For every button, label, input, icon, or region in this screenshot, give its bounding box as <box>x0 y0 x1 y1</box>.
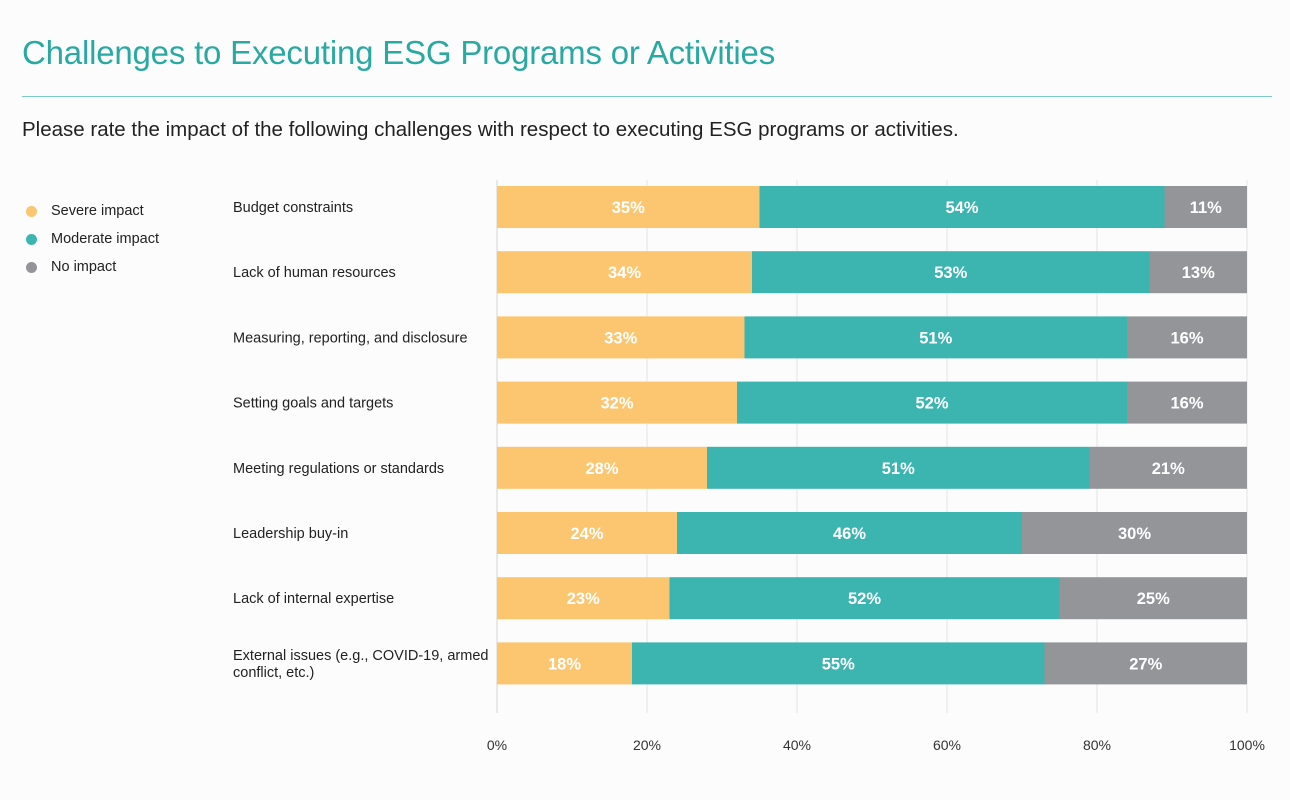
category-label: Setting goals and targets <box>233 396 393 412</box>
category-label-line: Leadership buy-in <box>233 526 348 542</box>
category-label: External issues (e.g., COVID-19, armed co… <box>233 648 488 681</box>
legend-swatch <box>26 261 37 273</box>
data-label: 16% <box>1170 329 1203 347</box>
data-label: 23% <box>567 590 600 608</box>
legend: Severe impact Moderate impact No impact <box>26 197 159 281</box>
data-label: 35% <box>612 199 645 217</box>
bar-segment <box>497 186 760 228</box>
legend-item: Moderate impact <box>26 225 159 253</box>
bar-segment <box>759 186 1165 228</box>
category-label-line: Budget constraints <box>233 200 353 216</box>
bar-segment <box>1127 316 1247 359</box>
bar-segment <box>632 642 1045 685</box>
bar-segment <box>707 446 1090 489</box>
data-label: 24% <box>570 525 603 543</box>
title-divider <box>22 96 1272 97</box>
x-tick-label: 40% <box>783 737 811 753</box>
data-label: 32% <box>600 395 633 413</box>
data-label: 51% <box>882 460 915 478</box>
bar-segment <box>752 251 1150 294</box>
x-tick-label: 20% <box>633 737 661 753</box>
legend-swatch <box>26 233 37 245</box>
category-label: Budget constraints <box>233 200 353 216</box>
category-label: Lack of human resources <box>233 265 396 281</box>
data-label: 30% <box>1118 525 1151 543</box>
category-label-line: Meeting regulations or standards <box>233 461 444 477</box>
chart-subtitle: Please rate the impact of the following … <box>22 118 959 141</box>
data-label: 28% <box>585 460 618 478</box>
bar-segment <box>1059 577 1247 620</box>
x-tick-label: 100% <box>1229 737 1265 753</box>
legend-label: Moderate impact <box>51 231 159 247</box>
data-label: 51% <box>919 329 952 347</box>
data-label: 54% <box>945 199 978 217</box>
category-label-line: Lack of internal expertise <box>233 591 394 607</box>
category-label-line: conflict, etc.) <box>233 665 314 681</box>
legend-item: No impact <box>26 253 159 281</box>
bar-segment <box>1044 642 1247 685</box>
bar-segment <box>1022 512 1247 554</box>
bar-segment <box>497 446 707 489</box>
legend-label: Severe impact <box>51 203 144 219</box>
chart-title: Challenges to Executing ESG Programs or … <box>22 34 776 71</box>
legend-item: Severe impact <box>26 197 159 225</box>
bar-segment <box>1149 251 1247 294</box>
data-label: 52% <box>848 590 881 608</box>
category-label: Meeting regulations or standards <box>233 461 444 477</box>
legend-label: No impact <box>51 259 117 275</box>
category-label: Measuring, reporting, and disclosure <box>233 330 468 346</box>
bar-segment <box>1164 186 1247 228</box>
bar-segment <box>497 512 677 554</box>
category-label: Lack of internal expertise <box>233 591 394 607</box>
data-label: 52% <box>915 395 948 413</box>
data-label: 13% <box>1182 264 1215 282</box>
x-tick-label: 80% <box>1083 737 1111 753</box>
bar-segment <box>1089 446 1247 489</box>
bar-segment <box>669 577 1060 620</box>
category-label: Leadership buy-in <box>233 526 348 542</box>
data-label: 21% <box>1152 460 1185 478</box>
category-label-line: Lack of human resources <box>233 265 396 281</box>
legend-swatch <box>26 205 37 217</box>
bar-segment <box>497 642 632 685</box>
x-tick-label: 60% <box>933 737 961 753</box>
x-tick-label: 0% <box>487 737 507 753</box>
data-label: 46% <box>833 525 866 543</box>
bar-segment <box>737 381 1127 424</box>
data-label: 55% <box>822 655 855 673</box>
data-label: 11% <box>1190 199 1222 217</box>
data-label: 53% <box>934 264 967 282</box>
bar-segment <box>677 512 1022 554</box>
bar-segment <box>744 316 1127 359</box>
data-label: 25% <box>1137 590 1170 608</box>
data-label: 16% <box>1170 395 1203 413</box>
category-label-line: External issues (e.g., COVID-19, armed <box>233 648 488 664</box>
data-label: 27% <box>1129 655 1162 673</box>
bar-segment <box>1127 381 1247 424</box>
bar-segment <box>497 316 745 359</box>
data-label: 34% <box>608 264 641 282</box>
bar-segment <box>497 251 752 294</box>
bar-segment <box>497 577 670 620</box>
category-label-line: Setting goals and targets <box>233 396 393 412</box>
bar-segment <box>497 381 737 424</box>
category-label-line: Measuring, reporting, and disclosure <box>233 330 468 346</box>
data-label: 33% <box>604 329 637 347</box>
data-label: 18% <box>548 655 581 673</box>
